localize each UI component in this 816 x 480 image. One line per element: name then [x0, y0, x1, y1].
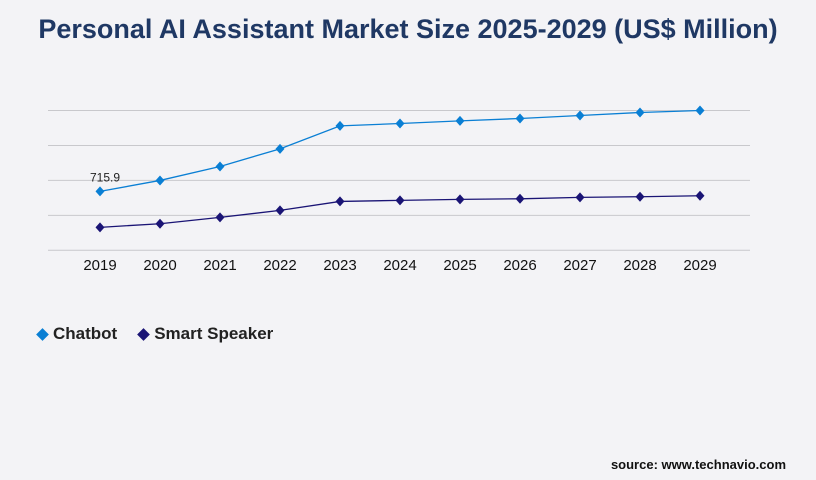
data-point	[455, 194, 465, 205]
data-point	[635, 107, 645, 118]
data-point	[95, 222, 105, 233]
legend-item-smart-speaker: Smart Speaker	[137, 324, 274, 344]
data-point	[155, 175, 165, 186]
data-point	[515, 113, 525, 124]
data-point	[335, 120, 345, 131]
data-point	[635, 191, 645, 202]
data-point	[695, 190, 705, 201]
data-point	[215, 161, 225, 172]
data-point	[575, 110, 585, 121]
data-point	[335, 196, 345, 207]
line-chart: 2019 2020 2021 2022 2023 2024 2025 2026 2027 2028…	[48, 105, 750, 274]
legend: Chatbot Smart Speaker	[36, 324, 274, 344]
legend-marker-icon	[36, 327, 49, 341]
legend-label: Chatbot	[53, 324, 118, 343]
data-point	[275, 143, 285, 154]
x-tick-label: 2019	[83, 257, 116, 274]
source-text: source: www.technavio.com	[610, 457, 786, 472]
data-label: 715.9	[90, 170, 120, 184]
legend-marker-icon	[137, 327, 151, 341]
x-tick-label: 2023	[323, 257, 356, 274]
data-point	[215, 212, 225, 223]
x-tick-label: 2029	[683, 257, 716, 274]
x-tick-label: 2020	[143, 257, 176, 274]
legend-item-chatbot: Chatbot	[36, 324, 118, 344]
data-point	[695, 105, 705, 116]
x-tick-label: 2028	[623, 257, 656, 274]
x-tick-label: 2027	[563, 257, 596, 274]
data-point	[455, 115, 465, 126]
legend-label: Smart Speaker	[154, 324, 274, 343]
data-point	[275, 205, 285, 216]
chart-title: Personal AI Assistant Market Size 2025-2…	[38, 14, 778, 44]
data-point	[515, 193, 525, 204]
data-point	[395, 195, 405, 206]
data-point	[575, 192, 585, 203]
data-point	[155, 218, 165, 229]
data-point	[395, 118, 405, 129]
x-tick-label: 2026	[503, 257, 536, 274]
x-tick-label: 2021	[203, 257, 236, 274]
x-tick-label: 2022	[263, 257, 296, 274]
data-point	[95, 186, 105, 197]
x-tick-label: 2025	[443, 257, 476, 274]
x-tick-label: 2024	[383, 257, 416, 274]
